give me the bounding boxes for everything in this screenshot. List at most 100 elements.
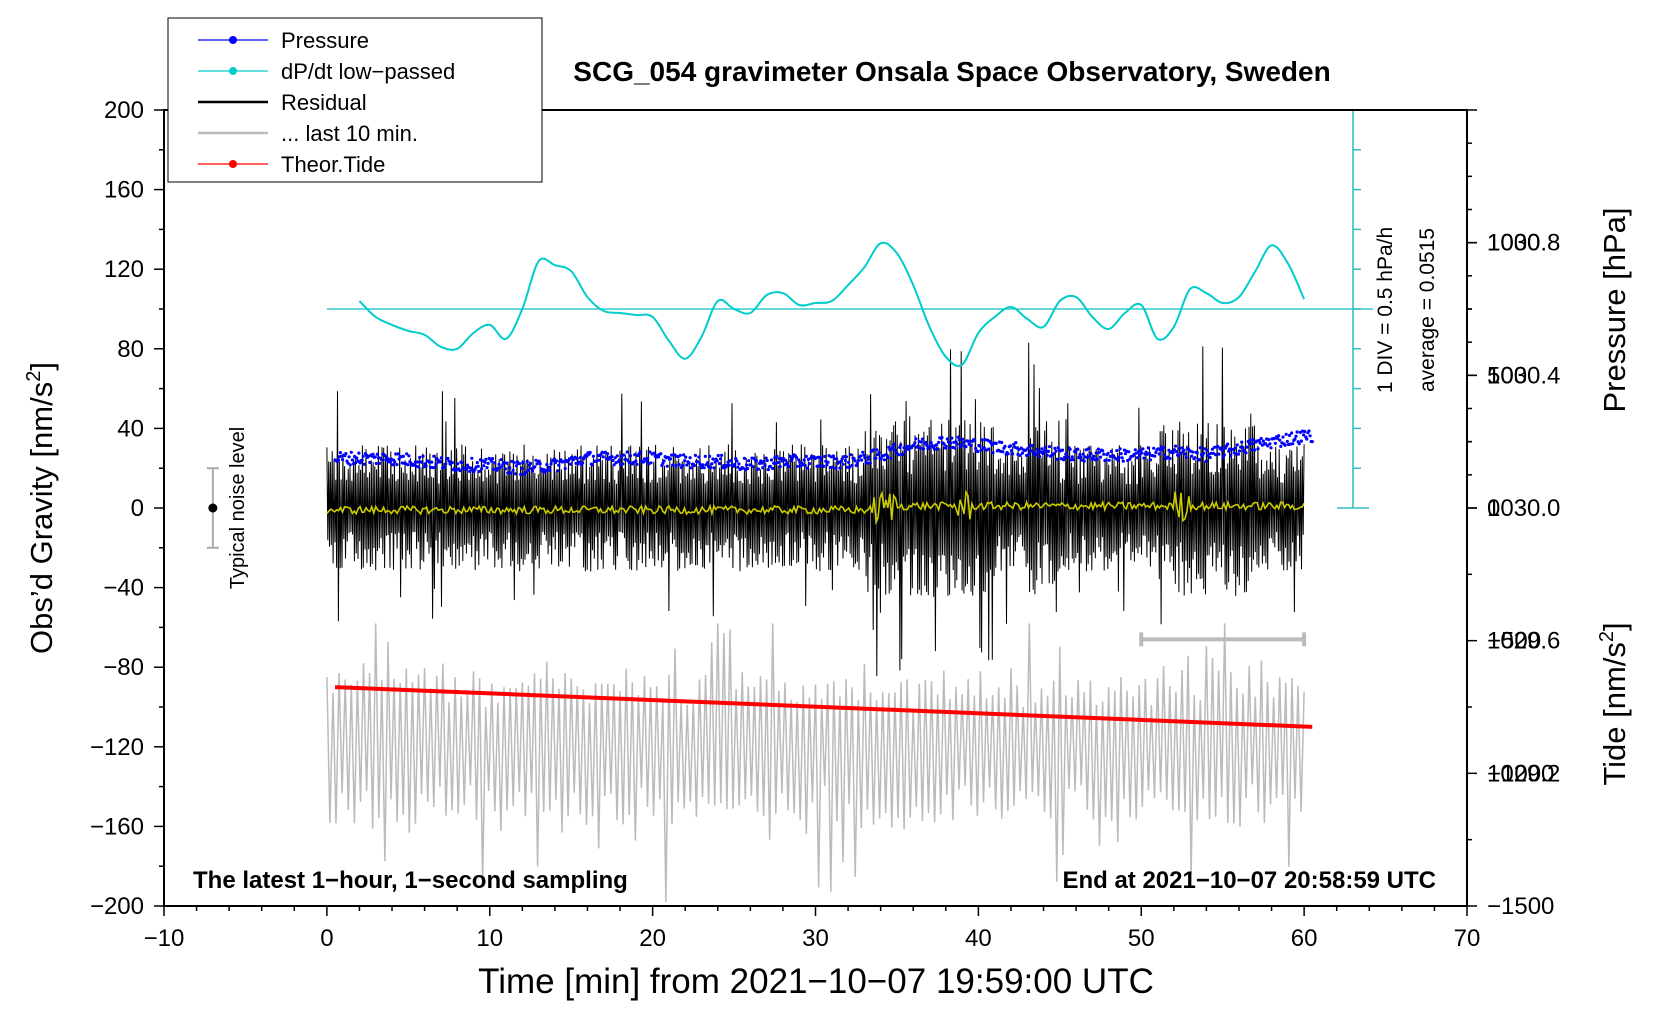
pressure-point bbox=[645, 459, 649, 463]
pressure-point bbox=[1249, 448, 1254, 452]
pressure-point bbox=[1279, 444, 1283, 448]
pressure-point bbox=[513, 472, 517, 476]
pressure-point bbox=[1055, 457, 1059, 461]
pressure-point bbox=[395, 463, 399, 467]
pressure-point bbox=[1283, 443, 1287, 447]
pressure-point bbox=[570, 455, 574, 459]
y-tick-label: 40 bbox=[117, 415, 144, 442]
pressure-point bbox=[1237, 449, 1242, 453]
pressure-point bbox=[840, 457, 844, 461]
pressure-point bbox=[677, 463, 681, 467]
pressure-point bbox=[936, 447, 940, 451]
pressure-point bbox=[962, 440, 966, 444]
pressure-point bbox=[499, 458, 503, 462]
pressure-point bbox=[863, 456, 867, 460]
pressure-point bbox=[668, 457, 673, 461]
pressure-point bbox=[575, 457, 579, 461]
pressure-point bbox=[617, 458, 622, 462]
residual-smoothed-line bbox=[326, 489, 1305, 526]
pressure-point bbox=[1027, 452, 1031, 456]
pressure-point bbox=[1011, 452, 1015, 456]
pressure-point bbox=[1041, 452, 1045, 456]
pressure-point bbox=[1299, 439, 1303, 443]
pressure-point bbox=[886, 455, 890, 460]
pressure-point bbox=[577, 460, 581, 464]
pressure-point bbox=[844, 455, 849, 459]
pressure-point bbox=[514, 464, 519, 468]
pressure-point bbox=[1193, 456, 1197, 460]
pressure-point bbox=[678, 453, 682, 457]
x-tick-label: 30 bbox=[802, 925, 829, 952]
pressure-point bbox=[601, 455, 605, 459]
pressure-point bbox=[549, 462, 553, 466]
legend-label: Pressure bbox=[281, 28, 369, 53]
pressure-point bbox=[1120, 456, 1124, 460]
pressure-point bbox=[768, 464, 773, 468]
pressure-point bbox=[533, 465, 537, 469]
pressure-point bbox=[490, 457, 495, 461]
pressure-point bbox=[1026, 447, 1030, 451]
pressure-point bbox=[760, 461, 764, 465]
pressure-point bbox=[371, 452, 375, 456]
pressure-point bbox=[1290, 431, 1294, 435]
pressure-point bbox=[969, 443, 973, 447]
pressure-point bbox=[756, 467, 761, 471]
pressure-point bbox=[766, 468, 770, 472]
pressure-point bbox=[341, 458, 345, 462]
legend-label: dP/dt low−passed bbox=[281, 59, 455, 84]
tide-tick-label: 500 bbox=[1487, 362, 1527, 389]
pressure-point bbox=[375, 452, 379, 456]
pressure-point bbox=[665, 464, 669, 468]
pressure-point bbox=[697, 455, 701, 459]
noise-level-label: Typical noise level bbox=[227, 427, 249, 589]
pressure-point bbox=[1253, 448, 1257, 452]
pressure-point bbox=[552, 457, 557, 461]
pressure-point bbox=[588, 450, 592, 455]
pressure-point bbox=[882, 458, 887, 462]
pressure-point bbox=[761, 466, 765, 470]
y-tick-label: −40 bbox=[103, 575, 144, 602]
pressure-point bbox=[443, 465, 447, 469]
pressure-point bbox=[1104, 458, 1108, 462]
pressure-point bbox=[867, 455, 871, 459]
pressure-point bbox=[1148, 458, 1153, 462]
pressure-point bbox=[469, 466, 473, 470]
pressure-point bbox=[646, 457, 650, 461]
y-tick-label: −200 bbox=[90, 893, 144, 920]
pressure-point bbox=[1168, 456, 1172, 461]
pressure-point bbox=[1012, 442, 1016, 446]
pressure-point bbox=[628, 454, 633, 458]
pressure-point bbox=[953, 446, 957, 450]
pressure-point bbox=[418, 455, 422, 459]
pressure-point bbox=[763, 463, 767, 467]
x-tick-label: 10 bbox=[476, 925, 503, 952]
pressure-point bbox=[848, 465, 852, 469]
legend-label: ... last 10 min. bbox=[281, 121, 418, 146]
pressure-point bbox=[1219, 446, 1223, 450]
pressure-point bbox=[585, 454, 589, 458]
pressure-point bbox=[1285, 439, 1289, 444]
pressure-point bbox=[861, 450, 865, 454]
pressure-point bbox=[702, 466, 706, 470]
pressure-point bbox=[955, 442, 959, 446]
pressure-point bbox=[349, 450, 353, 454]
pressure-point bbox=[1018, 453, 1022, 457]
pressure-point bbox=[1195, 451, 1199, 455]
pressure-point bbox=[511, 468, 515, 472]
pressure-point bbox=[875, 448, 879, 452]
pressure-point bbox=[519, 472, 523, 477]
pressure-point bbox=[742, 456, 747, 460]
pressure-point bbox=[961, 437, 965, 441]
pressure-point bbox=[991, 451, 995, 455]
x-tick-label: 70 bbox=[1454, 925, 1481, 952]
pressure-point bbox=[684, 455, 688, 459]
pressure-point bbox=[853, 459, 857, 463]
tide-series bbox=[334, 685, 1313, 729]
pressure-point bbox=[613, 456, 617, 460]
pressure-point bbox=[802, 458, 806, 462]
y-axis-label-gravity: Obs’d Gravity [nm/s2] bbox=[23, 362, 59, 654]
pressure-point bbox=[1264, 442, 1268, 446]
pressure-point bbox=[788, 454, 792, 458]
pressure-point bbox=[368, 460, 372, 465]
pressure-point bbox=[1078, 453, 1082, 457]
